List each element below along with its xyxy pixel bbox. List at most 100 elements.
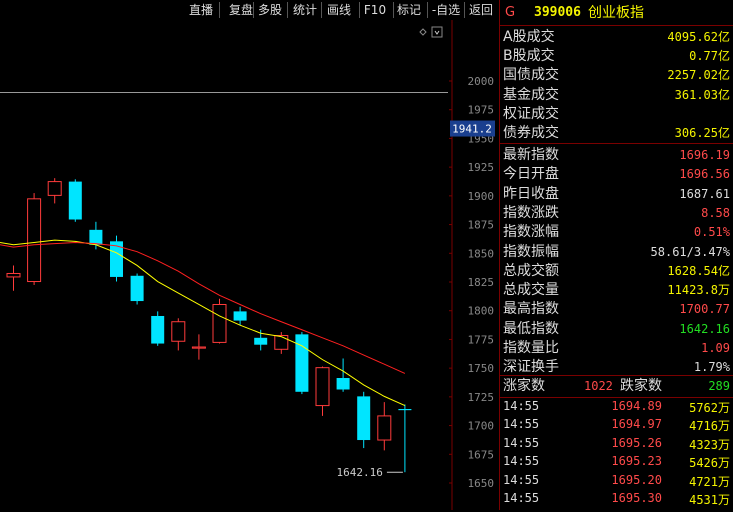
group-flag: G (505, 5, 516, 20)
tick-time: 14:55 (503, 491, 540, 505)
price-marker-label: 1941.2 (452, 123, 492, 136)
tick-time: 14:55 (503, 472, 540, 487)
toolbar-button-3[interactable]: 统计 (292, 3, 317, 17)
stat-row: B股成交 0.77亿 (500, 47, 733, 66)
candle-body-up (212, 303, 227, 343)
tick-price: 1695.26 (611, 435, 662, 450)
index-header: G 399006 创业板指 (500, 2, 733, 24)
stat-row: 总成交量 11423.8万 (500, 281, 733, 300)
index-name: 创业板指 (588, 5, 644, 21)
stat-row: 最新指数 1696.19 (500, 146, 733, 165)
tick-price: 1694.89 (611, 399, 662, 413)
stat-label: 指数涨跌 (503, 204, 559, 221)
y-tick-label: 1775 (468, 333, 495, 346)
ma10-line (0, 241, 406, 374)
stat-label: 昨日收盘 (503, 185, 559, 202)
tick-price: 1694.97 (611, 417, 662, 432)
quote-panel: G 399006 创业板指 A股成交 4095.62亿 B股成交 0.77亿国债成交 2… (500, 0, 733, 510)
stat-label: 债券成交 (503, 125, 559, 141)
tick-price: 1695.20 (611, 472, 662, 487)
stat-row: 昨日收盘 1687.61 (500, 185, 733, 204)
candle-body-down (254, 337, 268, 345)
stat-row: 最低指数 1642.16 (500, 320, 733, 339)
y-tick-label: 1800 (468, 305, 495, 318)
stat-row: 指数涨跌 8.58 (500, 204, 733, 223)
down-count-label: 跌家数 (620, 378, 662, 394)
stat-value: 1628.54亿 (667, 263, 730, 278)
y-tick-label: 1650 (468, 477, 495, 490)
tick-row: 14:55 1694.97 4716万 (500, 417, 733, 438)
toolbar: 直播 复盘 多股 统计 画线 F10 标记 -自选 返回 (0, 0, 499, 20)
stat-value: 4095.62亿 (667, 30, 730, 44)
toolbar-button-4[interactable]: 画线 (326, 3, 351, 17)
toolbar-separator (219, 2, 220, 18)
candle-body-down (357, 396, 371, 441)
stat-label: B股成交 (503, 48, 555, 65)
candle-body-up (27, 198, 42, 283)
toolbar-button-5[interactable]: F10 (363, 3, 387, 17)
stat-label: 最新指数 (503, 147, 559, 163)
panel-divider (499, 0, 500, 510)
stat-label: 指数振幅 (503, 243, 559, 260)
stat-label: 今日开盘 (503, 166, 559, 183)
stat-row: 最高指数 1700.77 (500, 300, 733, 319)
stat-row: 国债成交 2257.02亿 (500, 66, 733, 85)
toolbar-separator (253, 2, 254, 18)
stat-row: 基金成交 361.03亿 (500, 86, 733, 105)
toolbar-button-1[interactable]: 复盘 (228, 3, 253, 17)
y-tick-label: 2000 (468, 75, 495, 88)
kline-chart[interactable]: 2000197519501925190018751850182518001775… (0, 20, 499, 510)
tick-volume: 4323万 (689, 437, 730, 452)
toolbar-button-6[interactable]: 标记 (396, 3, 421, 17)
chevron-down-icon[interactable] (419, 26, 443, 38)
toolbar-separator (427, 2, 428, 18)
tick-time: 14:55 (503, 435, 540, 450)
stat-value: 0.51% (693, 225, 730, 240)
candle-body-up (315, 367, 330, 407)
tick-time: 14:55 (503, 417, 540, 432)
stat-label: A股成交 (503, 29, 555, 45)
toolbar-button-7[interactable]: -自选 (431, 3, 461, 17)
tick-row: 14:55 1695.26 4323万 (500, 436, 733, 457)
stat-row: 总成交额 1628.54亿 (500, 262, 733, 281)
toolbar-button-2[interactable]: 多股 (257, 3, 282, 17)
tick-row: 14:55 1695.30 4531万 (500, 491, 733, 512)
stat-row: 债券成交 306.25亿 (500, 124, 733, 143)
tick-volume: 4716万 (689, 419, 730, 434)
up-count-value: 1022 (584, 379, 613, 393)
stat-value: 306.25亿 (674, 126, 730, 140)
candle-body-down (336, 378, 350, 390)
stat-value: 1.09 (701, 341, 730, 355)
stat-label: 基金成交 (503, 86, 559, 103)
stat-label: 深证换手 (503, 359, 559, 376)
candle-body-up (377, 415, 392, 441)
stat-label: 最高指数 (503, 301, 559, 318)
toolbar-button-8[interactable]: 返回 (468, 3, 493, 17)
up-count-label: 涨家数 (503, 378, 545, 394)
stat-label: 指数量比 (503, 340, 559, 356)
y-tick-label: 1725 (468, 391, 495, 404)
candle-body-down (233, 311, 247, 321)
candle-body-up (6, 272, 21, 278)
stat-value: 58.61/3.47% (650, 244, 730, 259)
stat-row: 指数振幅 58.61/3.47% (500, 243, 733, 262)
candle-body-down (89, 229, 103, 245)
breadth-separator-bottom (500, 397, 733, 398)
stat-label: 权证成交 (503, 105, 559, 122)
stat-value: 1.79% (693, 360, 730, 375)
stat-row: 权证成交 (500, 105, 733, 124)
breadth-separator-top (500, 375, 733, 376)
stat-value: 361.03亿 (674, 87, 730, 102)
toolbar-separator (321, 2, 322, 18)
y-tick-label: 1975 (468, 104, 495, 117)
index-code: 399006 (534, 5, 581, 20)
toolbar-button-0[interactable]: 直播 (188, 3, 213, 17)
tick-row: 14:55 1695.23 5426万 (500, 454, 733, 475)
candle-body-up (191, 346, 206, 349)
stat-value: 8.58 (701, 205, 730, 220)
stat-value: 0.77亿 (689, 49, 730, 64)
y-tick-label: 1875 (468, 219, 495, 232)
stat-label: 总成交量 (503, 282, 559, 299)
low-annotation-label: 1642.16 (337, 466, 383, 479)
down-count-value: 289 (708, 379, 730, 393)
